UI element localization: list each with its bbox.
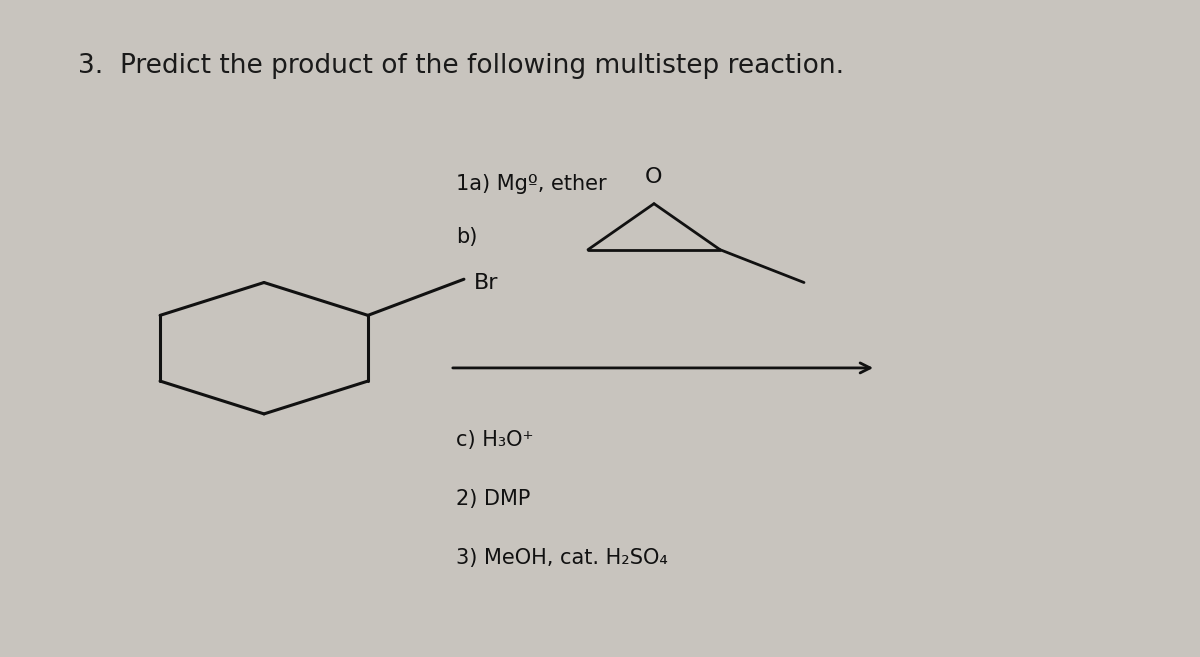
- Text: Br: Br: [474, 273, 498, 292]
- Text: b): b): [456, 227, 478, 246]
- Text: O: O: [646, 168, 662, 187]
- Text: 1a) Mgº, ether: 1a) Mgº, ether: [456, 174, 607, 194]
- Text: 3.  Predict the product of the following multistep reaction.: 3. Predict the product of the following …: [78, 53, 844, 79]
- Text: 2) DMP: 2) DMP: [456, 489, 530, 509]
- Text: 3) MeOH, cat. H₂SO₄: 3) MeOH, cat. H₂SO₄: [456, 549, 667, 568]
- Text: c) H₃O⁺: c) H₃O⁺: [456, 430, 534, 450]
